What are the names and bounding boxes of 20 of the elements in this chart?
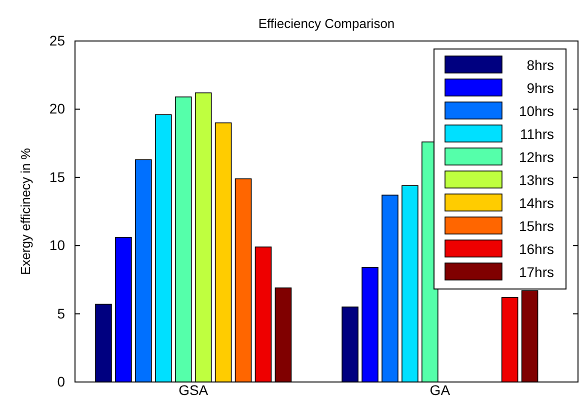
legend-label: 14hrs: [518, 195, 554, 211]
legend-label: 17hrs: [518, 264, 554, 280]
x-tick-label: GA: [430, 382, 451, 398]
legend-label: 9hrs: [526, 80, 554, 96]
legend-label: 11hrs: [520, 126, 554, 142]
y-tick-label: 10: [49, 237, 66, 254]
legend-label: 12hrs: [518, 149, 554, 165]
y-tick-label: 5: [57, 305, 66, 322]
y-tick-label: 25: [49, 32, 66, 48]
legend-label: 10hrs: [518, 103, 554, 119]
y-tick-label: 15: [49, 168, 66, 185]
y-tick-label: 20: [49, 100, 66, 117]
legend-label: 16hrs: [518, 241, 554, 257]
legend-label: 13hrs: [518, 172, 554, 188]
legend-label: 8hrs: [526, 57, 554, 73]
y-tick-label: 0: [57, 373, 66, 390]
chart-title: Effieciency Comparison: [258, 16, 395, 31]
x-tick-label: GSA: [178, 382, 209, 398]
legend-label: 15hrs: [518, 218, 554, 234]
y-axis-title: Exergy efficinecy in %: [18, 148, 33, 275]
